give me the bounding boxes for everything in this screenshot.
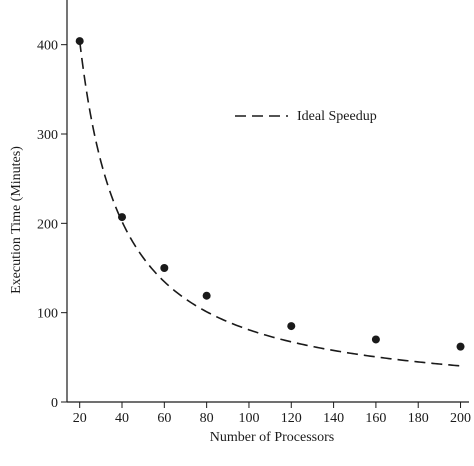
x-tick-label: 60 xyxy=(157,411,171,426)
plot-frame xyxy=(66,0,469,403)
data-point xyxy=(371,335,380,344)
ideal-speedup-curve xyxy=(78,40,461,367)
x-axis-title: Number of Processors xyxy=(210,430,334,445)
y-tick-label: 400 xyxy=(37,39,58,54)
y-axis-title: Execution Time (Minutes) xyxy=(9,146,24,294)
data-point xyxy=(75,37,84,46)
y-axis-ticks: 0 100 200 300 400 xyxy=(37,39,67,411)
data-point xyxy=(287,322,296,331)
x-tick-label: 20 xyxy=(73,411,87,426)
y-tick-label: 200 xyxy=(37,217,58,232)
data-point xyxy=(118,213,127,222)
y-tick-label: 0 xyxy=(51,396,58,411)
x-tick-label: 80 xyxy=(200,411,214,426)
measured-points xyxy=(75,37,465,351)
x-tick-label: 140 xyxy=(323,411,344,426)
y-tick-label: 100 xyxy=(37,307,58,322)
data-point xyxy=(456,342,465,351)
legend-label-ideal-speedup: Ideal Speedup xyxy=(297,109,377,124)
x-tick-label: 40 xyxy=(115,411,129,426)
x-tick-label: 200 xyxy=(450,411,471,426)
x-axis-ticks: 20 40 60 80 100 120 140 160 180 200 xyxy=(73,402,471,426)
x-tick-label: 120 xyxy=(281,411,302,426)
legend: Ideal Speedup xyxy=(235,109,377,124)
x-tick-label: 160 xyxy=(365,411,386,426)
data-point xyxy=(160,264,169,272)
x-tick-label: 100 xyxy=(238,411,259,426)
ideal-speedup-curve-group xyxy=(78,40,461,367)
y-tick-label: 300 xyxy=(37,128,58,143)
data-point xyxy=(202,291,211,300)
x-tick-label: 180 xyxy=(408,411,429,426)
